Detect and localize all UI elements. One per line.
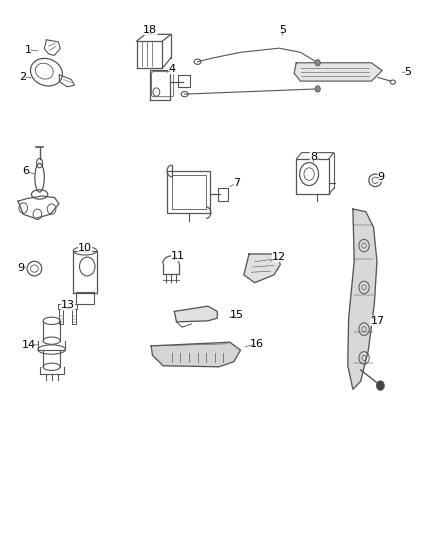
Text: 4: 4 [168,64,175,74]
Polygon shape [294,63,382,81]
Text: 8: 8 [310,152,317,162]
Text: 12: 12 [272,252,286,262]
Text: 5: 5 [279,26,286,35]
Text: 1: 1 [25,45,32,55]
Bar [167,171,210,213]
Text: 10: 10 [78,243,92,253]
Text: 17: 17 [371,316,385,326]
Circle shape [315,60,320,66]
Text: 11: 11 [171,251,185,261]
Text: 14: 14 [22,340,36,350]
Bar [218,188,228,201]
Polygon shape [348,209,377,389]
Text: 9: 9 [17,263,24,272]
Bar [77,292,94,304]
Text: 2: 2 [19,72,26,83]
Circle shape [377,381,384,390]
Polygon shape [151,342,240,367]
Polygon shape [244,254,280,282]
Text: 16: 16 [250,339,264,349]
Circle shape [315,86,320,92]
Text: 9: 9 [378,172,385,182]
Polygon shape [174,306,217,322]
Text: 7: 7 [233,178,240,188]
Text: 18: 18 [143,25,157,35]
Text: 6: 6 [22,166,29,176]
Text: 5: 5 [404,67,411,77]
Text: 15: 15 [230,310,244,320]
Text: 13: 13 [61,300,75,310]
Bar [172,175,206,208]
